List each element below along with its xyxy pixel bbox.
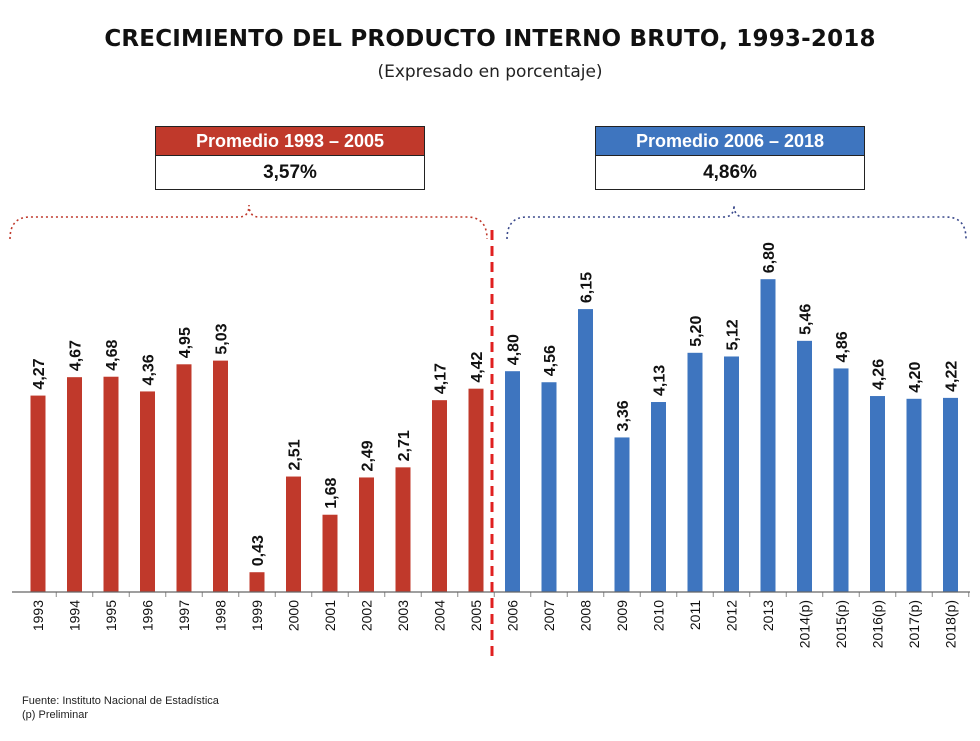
chart-subtitle: (Expresado en porcentaje) bbox=[377, 62, 603, 82]
data-label-2008: 6,15 bbox=[579, 272, 596, 303]
tick-label-1999: 1999 bbox=[249, 600, 265, 631]
tick-label-2016(p): 2016(p) bbox=[870, 600, 886, 648]
bars bbox=[30, 279, 958, 592]
data-label-2016(p): 4,26 bbox=[871, 359, 888, 390]
bar-1999 bbox=[249, 572, 265, 592]
footnotes: Fuente: Instituto Nacional de Estadístic… bbox=[22, 694, 219, 722]
data-label-2007: 4,56 bbox=[542, 345, 559, 376]
tick-label-1993: 1993 bbox=[30, 600, 46, 631]
data-label-2001: 1,68 bbox=[323, 477, 340, 508]
tick-label-2008: 2008 bbox=[578, 600, 594, 631]
average-box-1993-2005: Promedio 1993 – 2005 3,57% bbox=[155, 126, 425, 190]
tick-label-2018(p): 2018(p) bbox=[943, 600, 959, 648]
average-label: Promedio 1993 – 2005 bbox=[156, 127, 424, 156]
tick-label-2005: 2005 bbox=[468, 600, 484, 631]
bar-2008 bbox=[578, 309, 593, 592]
bar-1993 bbox=[30, 395, 46, 592]
bar-1996 bbox=[140, 391, 155, 592]
bar-1995 bbox=[103, 376, 119, 592]
bar-2002 bbox=[359, 477, 374, 592]
bar-2010 bbox=[651, 402, 666, 592]
bar-2014(p) bbox=[797, 340, 812, 592]
brace-1993-2005 bbox=[9, 204, 488, 240]
brace-2006-2018 bbox=[506, 204, 967, 240]
chart-title: CRECIMIENTO DEL PRODUCTO INTERNO BRUTO, … bbox=[104, 26, 876, 52]
bar-2005 bbox=[468, 388, 484, 592]
data-label-2002: 2,49 bbox=[360, 440, 377, 471]
tick-label-2014(p): 2014(p) bbox=[797, 600, 813, 648]
data-label-1996: 4,36 bbox=[141, 354, 158, 385]
tick-label-2003: 2003 bbox=[395, 600, 411, 631]
tick-label-1998: 1998 bbox=[213, 600, 229, 631]
bar-2009 bbox=[614, 437, 630, 592]
bar-2000 bbox=[286, 476, 301, 592]
bar-2018(p) bbox=[943, 397, 958, 592]
bar-2007 bbox=[541, 382, 557, 592]
average-value: 3,57% bbox=[263, 162, 317, 183]
tick-label-1997: 1997 bbox=[176, 600, 192, 631]
tick-label-1995: 1995 bbox=[103, 600, 119, 631]
tick-label-2002: 2002 bbox=[359, 600, 375, 631]
data-label-2014(p): 5,46 bbox=[798, 304, 815, 335]
data-label-1997: 4,95 bbox=[177, 327, 194, 358]
tick-label-1996: 1996 bbox=[140, 600, 156, 631]
bar-2017(p) bbox=[906, 398, 922, 592]
data-label-2004: 4,17 bbox=[433, 363, 450, 394]
tick-label-2011: 2011 bbox=[687, 600, 703, 630]
average-label: Promedio 2006 – 2018 bbox=[596, 127, 864, 156]
data-label-1994: 4,67 bbox=[68, 340, 85, 371]
tick-label-2009: 2009 bbox=[614, 600, 630, 631]
x-tick-labels: 1993 1994 1995 1996 1997 1998 1999 2000 2001 2002… bbox=[30, 592, 970, 648]
bar-2015(p) bbox=[833, 368, 849, 592]
bar-1998 bbox=[213, 360, 228, 592]
data-label-2018(p): 4,22 bbox=[944, 361, 961, 392]
data-label-2000: 2,51 bbox=[287, 439, 304, 470]
average-box-2006-2018: Promedio 2006 – 2018 4,86% bbox=[595, 126, 865, 190]
data-label-2003: 2,71 bbox=[396, 430, 413, 461]
bar-1994 bbox=[67, 377, 82, 592]
tick-label-2010: 2010 bbox=[651, 600, 667, 631]
tick-label-2007: 2007 bbox=[541, 600, 557, 631]
bar-2004 bbox=[432, 400, 447, 592]
bar-1997 bbox=[176, 364, 192, 592]
tick-label-2001: 2001 bbox=[322, 600, 338, 631]
data-labels: 4,27 4,67 4,68 4,36 4,95 5,03 0,43 2,51 1,68 2,49… bbox=[31, 242, 961, 566]
bar-2006 bbox=[505, 371, 520, 592]
data-label-2017(p): 4,20 bbox=[907, 362, 924, 393]
tick-label-2015(p): 2015(p) bbox=[833, 600, 849, 648]
preliminary-note: (p) Preliminar bbox=[22, 709, 89, 721]
bar-2011 bbox=[687, 352, 703, 592]
average-value: 4,86% bbox=[703, 162, 757, 183]
data-label-2009: 3,36 bbox=[615, 400, 632, 431]
bar-2016(p) bbox=[870, 396, 885, 592]
data-label-2012: 5,12 bbox=[725, 319, 742, 350]
bar-2012 bbox=[724, 356, 739, 592]
source-note: Fuente: Instituto Nacional de Estadístic… bbox=[22, 695, 219, 707]
data-label-1995: 4,68 bbox=[104, 339, 121, 370]
data-label-1998: 5,03 bbox=[214, 323, 231, 354]
data-label-2006: 4,80 bbox=[506, 334, 523, 365]
tick-label-2017(p): 2017(p) bbox=[906, 600, 922, 648]
tick-label-2012: 2012 bbox=[724, 600, 740, 631]
data-label-2013: 6,80 bbox=[761, 242, 778, 273]
data-label-2005: 4,42 bbox=[469, 351, 486, 382]
tick-label-1994: 1994 bbox=[67, 600, 83, 631]
data-label-2011: 5,20 bbox=[688, 316, 705, 347]
bar-2013 bbox=[760, 279, 776, 592]
tick-label-2000: 2000 bbox=[286, 600, 302, 631]
data-label-1999: 0,43 bbox=[250, 535, 267, 566]
data-label-2010: 4,13 bbox=[652, 365, 669, 396]
tick-label-2013: 2013 bbox=[760, 600, 776, 631]
data-label-2015(p): 4,86 bbox=[834, 331, 851, 362]
bar-2003 bbox=[395, 467, 411, 592]
period-braces bbox=[9, 204, 967, 240]
tick-label-2004: 2004 bbox=[432, 600, 448, 631]
bar-2001 bbox=[322, 514, 338, 592]
data-label-1993: 4,27 bbox=[31, 358, 48, 389]
tick-label-2006: 2006 bbox=[505, 600, 521, 631]
